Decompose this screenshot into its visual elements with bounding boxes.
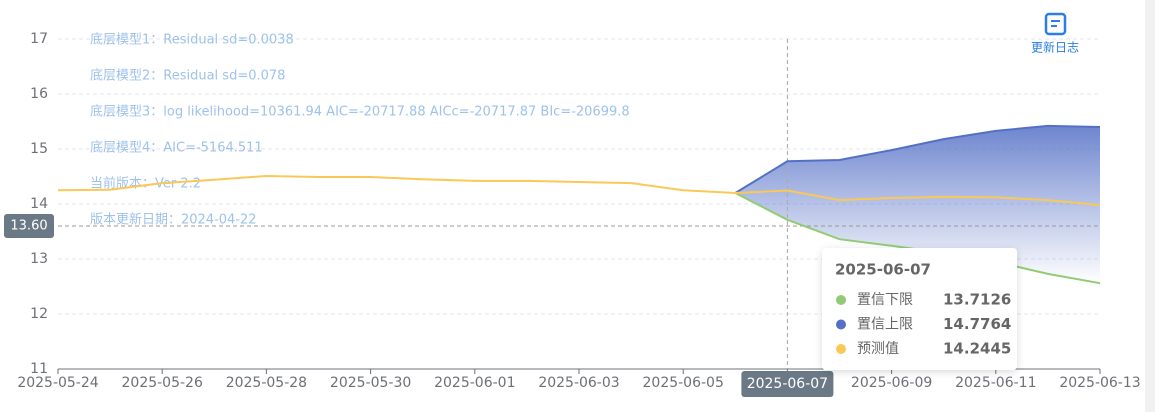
tooltip-name: 预测值 <box>857 341 899 357</box>
tooltip: 2025-06-07 置信下限 13.7126 置信上限 14.7764 预测值 14.24… <box>822 248 1017 370</box>
scrollbar[interactable] <box>1145 0 1155 412</box>
tooltip-name: 置信上限 <box>857 317 913 333</box>
tooltip-value: 14.7764 <box>943 315 1011 333</box>
y-pointer-label: 13.60 <box>10 219 47 234</box>
y-tick-label: 16 <box>30 86 48 102</box>
tooltip-dot <box>836 344 846 354</box>
confidence-band <box>735 125 1100 284</box>
series-line <box>57 174 1101 207</box>
x-tick-label: 2025-06-09 <box>851 375 932 391</box>
tooltip-value: 13.7126 <box>943 291 1011 309</box>
y-tick-label: 12 <box>30 306 48 322</box>
x-tick-label: 2025-06-03 <box>538 375 619 391</box>
update-log-button[interactable]: 更新日志 <box>1031 12 1079 55</box>
annotation: 底层模型4：AIC=-5164.511 <box>90 140 263 156</box>
x-tick-label: 2025-06-01 <box>434 375 515 391</box>
x-tick-label: 2025-06-05 <box>643 375 724 391</box>
log-icon <box>1044 12 1067 36</box>
annotation: 版本更新日期：2024-04-22 <box>90 212 257 228</box>
tooltip-name: 置信下限 <box>857 292 913 308</box>
x-tick-label: 2025-06-13 <box>1059 375 1140 391</box>
tooltip-box <box>822 248 1017 370</box>
y-tick-label: 13 <box>30 251 48 267</box>
update-log-label: 更新日志 <box>1031 40 1079 55</box>
annotation: 底层模型3：log likelihood=10361.94 AIC=-20717… <box>90 104 630 120</box>
x-tick-label: 2025-06-11 <box>955 375 1036 391</box>
x-tick-label: 2025-06-07 <box>747 376 828 392</box>
x-pointer-box <box>741 371 834 397</box>
y-tick-label: 11 <box>30 361 48 377</box>
y-tick-label: 17 <box>30 31 48 47</box>
tooltip-value: 14.2445 <box>943 340 1011 358</box>
tooltip-title: 2025-06-07 <box>835 261 931 279</box>
tooltip-dot <box>836 295 846 305</box>
x-tick-label: 2025-05-24 <box>17 375 98 391</box>
annotation: 底层模型2：Residual sd=0.078 <box>90 68 285 84</box>
series-line <box>734 124 1101 194</box>
tooltip-dot <box>836 319 846 330</box>
annotation: 当前版本：Ver 2.2 <box>90 176 201 192</box>
annotation: 底层模型1：Residual sd=0.0038 <box>90 32 294 48</box>
x-tick-label: 2025-05-28 <box>226 375 307 391</box>
y-pointer-box <box>4 214 54 238</box>
y-tick-label: 15 <box>30 141 48 157</box>
x-tick-label: 2025-05-30 <box>330 375 411 391</box>
y-tick-label: 14 <box>30 196 48 212</box>
x-tick-label: 2025-05-26 <box>122 375 203 391</box>
